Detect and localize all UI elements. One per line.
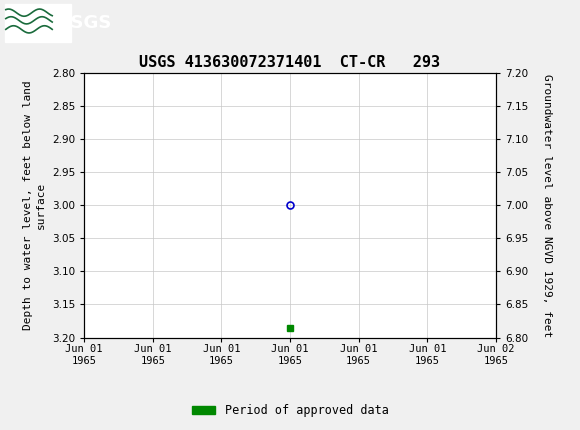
Text: USGS 413630072371401  CT-CR   293: USGS 413630072371401 CT-CR 293 bbox=[139, 55, 441, 70]
Text: USGS: USGS bbox=[57, 14, 112, 31]
FancyBboxPatch shape bbox=[5, 3, 71, 42]
Y-axis label: Depth to water level, feet below land
surface: Depth to water level, feet below land su… bbox=[23, 80, 46, 330]
Legend: Period of approved data: Period of approved data bbox=[187, 399, 393, 422]
Y-axis label: Groundwater level above NGVD 1929, feet: Groundwater level above NGVD 1929, feet bbox=[542, 74, 552, 337]
